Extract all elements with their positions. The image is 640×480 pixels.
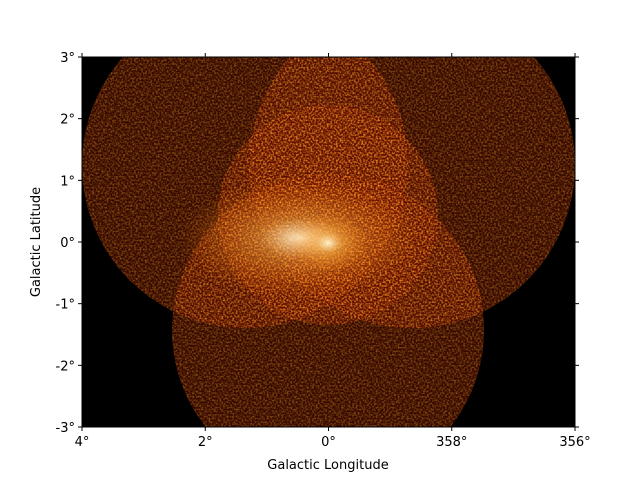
x-tick-label: 356° [559, 435, 590, 450]
y-tick-label: 1° [60, 174, 75, 189]
y-tick-label: -2° [56, 359, 75, 374]
y-tick-label: 0° [60, 236, 75, 251]
x-tick-label: 2° [198, 435, 213, 450]
y-tick-label: -1° [56, 298, 75, 313]
x-tick-label: 0° [321, 435, 336, 450]
y-tick-label: 2° [60, 113, 75, 128]
image [82, 57, 575, 427]
y-axis-label: Galactic Latitude [29, 187, 44, 297]
core-glow [288, 213, 368, 273]
x-tick-label: 4° [75, 435, 90, 450]
y-tick-label: 3° [60, 51, 75, 66]
x-tick-label: 358° [436, 435, 467, 450]
y-tick-label: -3° [56, 421, 75, 436]
x-axis-label: Galactic Longitude [267, 458, 388, 473]
